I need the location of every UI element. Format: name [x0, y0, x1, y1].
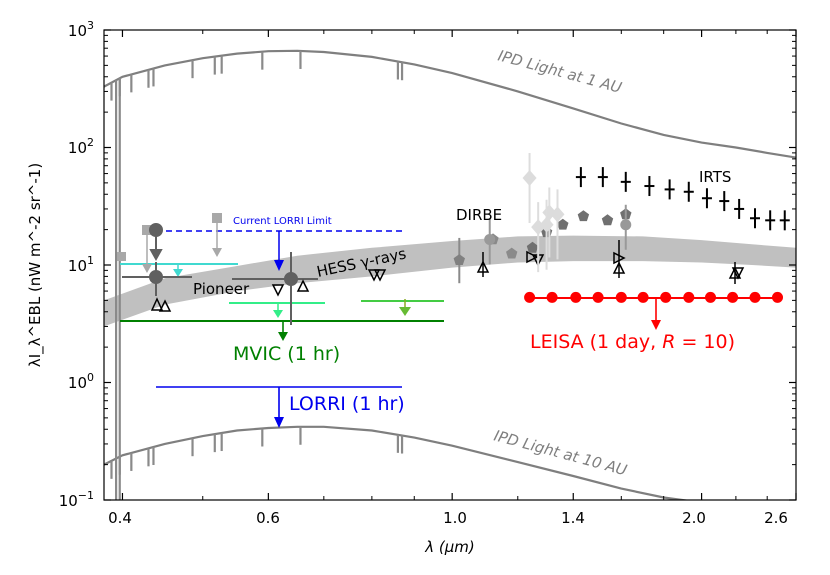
green-limit-arrowhead-1 [273, 310, 283, 318]
green-limit-arrowhead-2 [399, 307, 411, 316]
dirbe-diamond [522, 170, 537, 187]
ipd-spikes [110, 50, 404, 500]
leisa-point [772, 291, 783, 303]
current-lorri-limit-label: Current LORRI Limit [233, 216, 332, 227]
leisa-arrowhead [651, 320, 661, 330]
ipd-10au-label: IPD Light at 10 AU [492, 426, 629, 479]
leisa-point [660, 291, 672, 303]
y-tick-exponent: 3 [87, 19, 94, 32]
y-tick-exponent: −1 [78, 489, 94, 502]
dirbe-points [453, 153, 632, 284]
y-tick-label: 103 [68, 19, 94, 40]
x-tick-label: 2.6 [764, 509, 788, 527]
y-tick-label: 101 [68, 254, 94, 275]
lorri-arrowhead [274, 417, 284, 428]
dirbe-diamond [550, 206, 565, 223]
y-tick-exponent: 1 [87, 254, 94, 267]
pioneer-label: Pioneer [193, 280, 250, 298]
dirbe-diamond [539, 216, 554, 233]
axis-ticks [104, 29, 797, 501]
dirbe-point [601, 214, 614, 226]
leisa-point [592, 291, 604, 303]
dirbe-label: DIRBE [456, 206, 502, 224]
dirbe-circle [484, 233, 496, 245]
leisa-point [705, 291, 716, 303]
dirbe-point [526, 241, 539, 253]
y-tick-base: 10 [59, 492, 78, 510]
x-tick-labels: 0.4 0.6 1.0 1.4 2.0 2.6 [108, 509, 788, 527]
cyan-limit-arrowhead [173, 269, 183, 277]
pioneer-points [122, 223, 318, 325]
ipd-1au-curve [104, 49, 796, 159]
open-triangle-points [150, 240, 745, 312]
leisa-label: LEISA (1 day, R = 10) [530, 331, 735, 353]
x-tick-label: 1.4 [561, 509, 585, 527]
x-tick-label: 1.0 [443, 509, 467, 527]
irts-points [575, 167, 790, 231]
x-tick-label: 0.4 [108, 509, 132, 527]
x-tick-label: 0.6 [256, 509, 280, 527]
leisa-point [727, 291, 739, 303]
leisa-label-r: R [662, 331, 675, 353]
y-tick-label: 100 [68, 371, 94, 392]
leisa-point [749, 291, 761, 303]
dirbe-point [577, 210, 590, 222]
y-tick-label: 10−1 [59, 489, 94, 510]
leisa-point [524, 291, 536, 303]
y-axis-label: λI_λ^EBL (nW m^-2 sr^-1) [26, 163, 45, 367]
leisa-point [637, 291, 649, 303]
leisa-points [524, 291, 783, 303]
x-axis-label: λ (μm) [424, 538, 475, 556]
dirbe-point [506, 247, 518, 259]
y-tick-base: 10 [68, 139, 87, 157]
current-lorri-arrowhead [274, 260, 284, 271]
ipd-10au-curve [104, 425, 691, 500]
x-tick-label: 2.0 [682, 509, 706, 527]
leisa-point [615, 291, 627, 303]
dirbe-circle [620, 219, 632, 231]
gray-square-limits [117, 213, 222, 273]
irts-label: IRTS [699, 168, 731, 186]
leisa-point [683, 291, 695, 303]
leisa-label-main: LEISA (1 day, [530, 331, 662, 353]
dirbe-point [557, 218, 569, 230]
y-tick-base: 10 [68, 374, 87, 392]
ipd-1au-label: IPD Light at 1 AU [496, 46, 624, 96]
leisa-point [570, 291, 582, 303]
y-tick-base: 10 [68, 22, 87, 40]
y-tick-base: 10 [68, 257, 87, 275]
mvic-label: MVIC (1 hr) [233, 343, 340, 365]
leisa-point [546, 291, 558, 303]
leisa-label-tail: = 10) [675, 331, 735, 353]
dirbe-point [453, 254, 465, 265]
y-tick-label: 102 [68, 136, 94, 157]
y-tick-labels: 10−1 100 101 102 103 [59, 19, 94, 510]
y-tick-exponent: 2 [87, 136, 94, 149]
y-tick-exponent: 0 [87, 371, 94, 384]
lorri-label: LORRI (1 hr) [289, 393, 405, 415]
mvic-arrowhead [278, 332, 288, 341]
